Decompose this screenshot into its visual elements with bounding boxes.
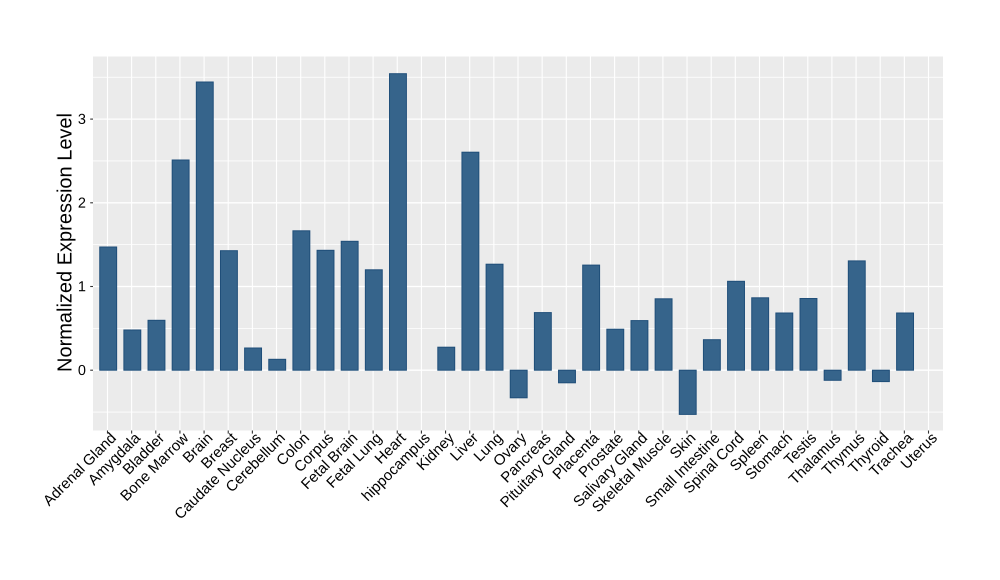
svg-text:Normalized Expression Level: Normalized Expression Level [55,113,77,372]
svg-text:1: 1 [78,279,86,295]
svg-text:2: 2 [78,196,86,212]
svg-text:0: 0 [78,363,86,379]
svg-text:3: 3 [78,112,86,128]
